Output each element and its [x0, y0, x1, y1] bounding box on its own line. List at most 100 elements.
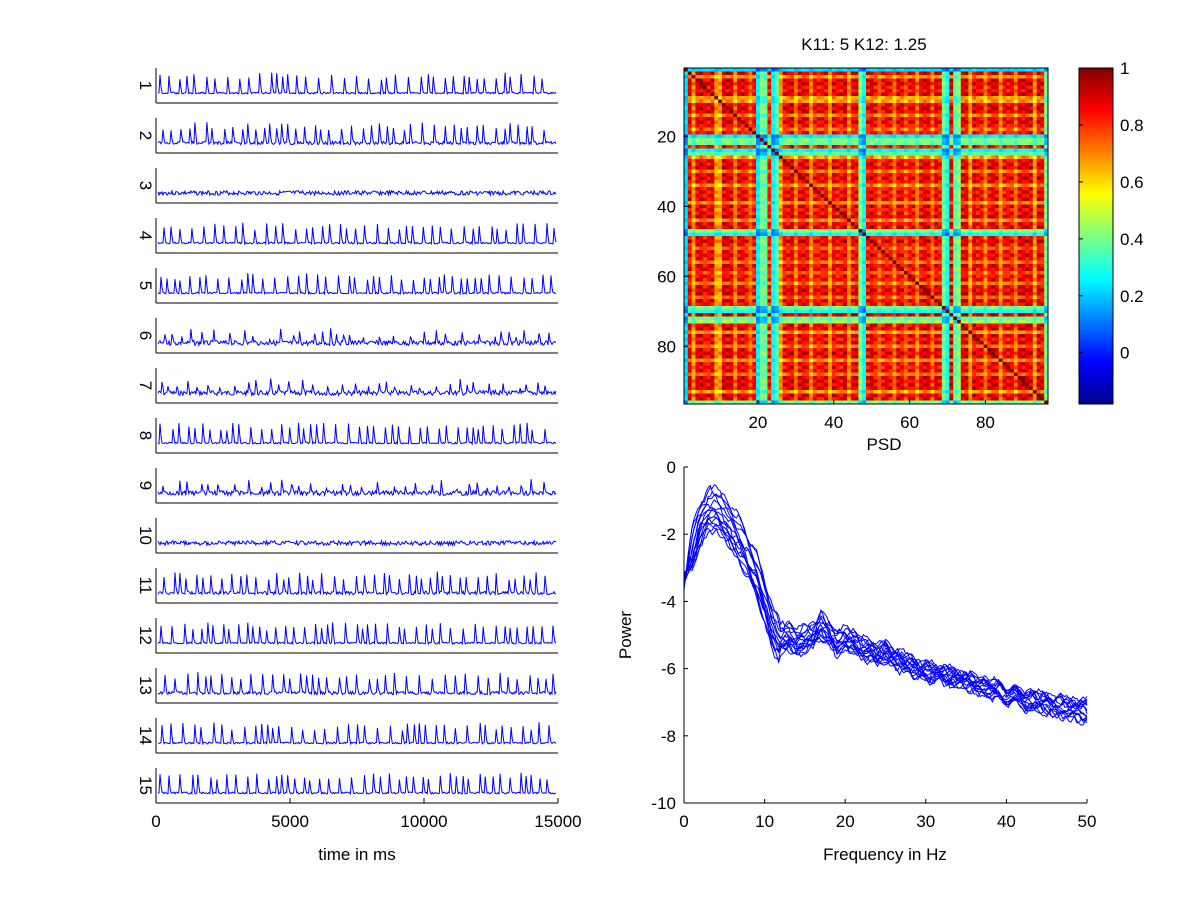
matrix-cell: [1002, 180, 1007, 184]
matrix-cell: [699, 159, 704, 163]
matrix-cell: [869, 89, 874, 93]
matrix-cell: [706, 169, 711, 174]
matrix-cell: [687, 131, 692, 135]
matrix-cell: [718, 225, 723, 230]
matrix-cell: [790, 75, 795, 79]
matrix-cell: [695, 183, 700, 188]
matrix-cell: [714, 218, 719, 223]
matrix-cell: [767, 92, 772, 97]
matrix-cell: [926, 239, 931, 244]
matrix-cell: [824, 159, 829, 163]
matrix-cell: [877, 127, 882, 132]
matrix-cell: [756, 204, 761, 209]
matrix-cell: [960, 239, 965, 244]
matrix-cell: [812, 166, 818, 170]
matrix-cell: [922, 134, 928, 139]
matrix-cell: [778, 222, 783, 226]
matrix-cell: [812, 120, 818, 125]
trace-line: [157, 772, 557, 796]
matrix-cell: [991, 173, 996, 177]
matrix-cell: [1029, 110, 1034, 114]
matrix-cell: [684, 187, 689, 191]
matrix-cell: [960, 134, 965, 139]
matrix-cell: [1021, 148, 1026, 153]
matrix-cell: [695, 145, 700, 149]
matrix-cell: [1010, 162, 1015, 167]
matrix-cell: [964, 113, 969, 118]
matrix-cell: [934, 201, 939, 205]
matrix-cell: [903, 215, 909, 219]
matrix-cell: [934, 180, 939, 184]
matrix-cell: [1006, 222, 1011, 226]
matrix-cell: [809, 187, 814, 191]
matrix-cell: [1017, 204, 1022, 209]
trace-line: [157, 672, 557, 696]
matrix-cell: [839, 169, 844, 174]
matrix-cell: [964, 180, 969, 184]
matrix-cell: [919, 99, 924, 104]
matrix-cell: [793, 204, 799, 209]
matrix-cell: [733, 110, 738, 114]
matrix-cell: [805, 155, 810, 160]
matrix-cell: [793, 141, 799, 146]
matrix-cell: [737, 187, 742, 191]
matrix-cell: [699, 176, 704, 181]
trace-line: [157, 422, 557, 446]
matrix-cell: [994, 68, 1000, 72]
matrix-cell: [729, 113, 734, 118]
matrix-cell: [975, 152, 981, 156]
matrix-cell: [1013, 232, 1019, 237]
matrix-cell: [968, 71, 973, 76]
matrix-cell: [1010, 99, 1015, 104]
matrix-cell: [1017, 71, 1022, 76]
matrix-cell: [756, 99, 761, 104]
matrix-cell: [968, 211, 973, 216]
matrix-cell: [1036, 134, 1041, 139]
matrix-cell: [850, 68, 856, 72]
matrix-cell: [767, 194, 772, 198]
matrix-cell: [790, 173, 795, 177]
matrix-cell: [733, 96, 738, 100]
matrix-cell: [934, 232, 939, 237]
matrix-cell: [972, 197, 977, 202]
matrix-cell: [938, 159, 943, 163]
matrix-cell: [839, 159, 844, 163]
matrix-cell: [915, 134, 920, 139]
matrix-cell: [945, 106, 950, 111]
matrix-cell: [839, 75, 844, 79]
matrix-cell: [994, 197, 1000, 202]
matrix-cell: [710, 187, 715, 191]
matrix-cell: [706, 236, 711, 240]
matrix-cell: [1002, 117, 1007, 121]
matrix-cell: [869, 68, 874, 72]
matrix-cell: [839, 138, 844, 142]
matrix-cell: [987, 194, 992, 198]
matrix-cell: [983, 148, 988, 153]
matrix-cell: [721, 117, 727, 121]
matrix-cell: [900, 134, 905, 139]
matrix-cell: [691, 173, 696, 177]
matrix-cell: [737, 85, 742, 90]
matrix-cell: [824, 103, 829, 107]
matrix-cell: [721, 169, 727, 174]
matrix-cell: [759, 211, 765, 216]
matrix-cell: [809, 124, 814, 128]
matrix-cell: [1029, 78, 1034, 83]
matrix-cell: [748, 78, 753, 83]
matrix-cell: [979, 180, 984, 184]
matrix-cell: [733, 124, 738, 128]
trace-row: 6: [136, 318, 558, 354]
matrix-cell: [801, 85, 806, 90]
matrix-cell: [1044, 148, 1049, 153]
matrix-cell: [1025, 75, 1030, 79]
matrix-cell: [687, 82, 692, 86]
matrix-cell: [843, 110, 848, 114]
matrix-cell: [740, 127, 746, 132]
matrix-cell: [714, 229, 719, 233]
matrix-cell: [873, 208, 878, 212]
matrix-cell: [934, 155, 939, 160]
matrix-cell: [1017, 99, 1022, 104]
matrix-cell: [1044, 218, 1049, 223]
matrix-cell: [706, 201, 711, 205]
matrix-cell: [793, 117, 799, 121]
